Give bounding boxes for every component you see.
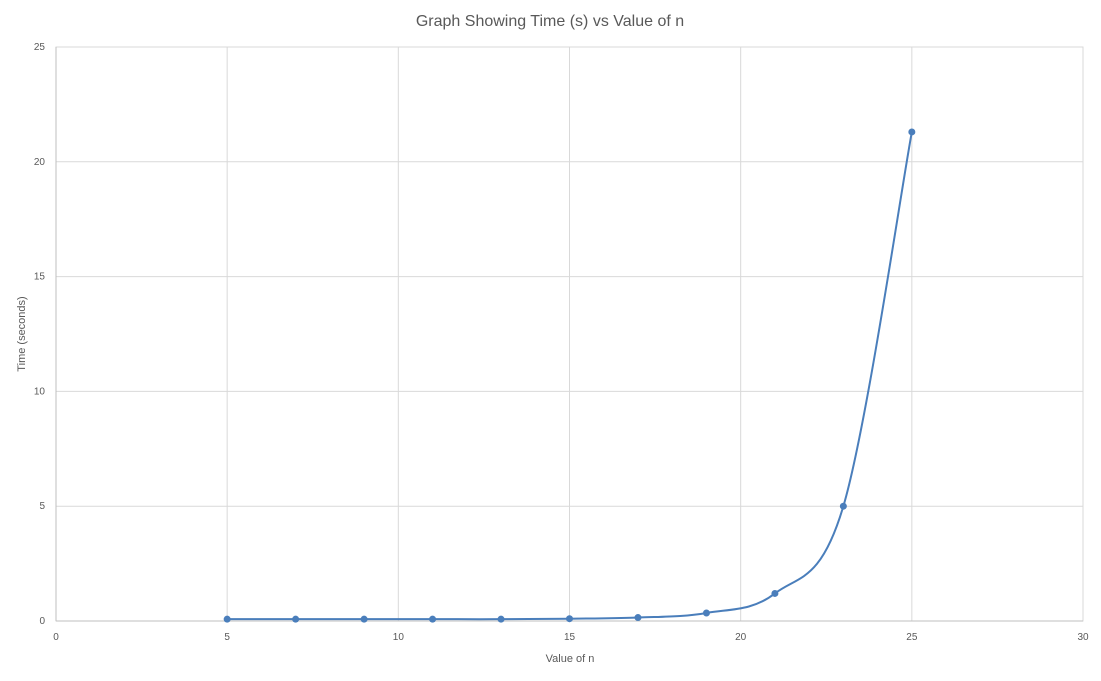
x-tick-labels: 0 5 10 15 20 25 30 — [53, 632, 1089, 643]
data-point — [702, 609, 710, 617]
data-point — [839, 502, 847, 510]
y-tick-labels: 0 5 10 15 20 25 — [34, 42, 46, 627]
x-axis-label: Value of n — [546, 653, 595, 665]
data-point — [566, 615, 573, 623]
x-tick-label: 30 — [1077, 632, 1089, 643]
y-axis-label: Time (seconds) — [16, 296, 28, 371]
y-tick-label: 5 — [39, 501, 45, 512]
data-point — [908, 128, 916, 136]
x-tick-label: 25 — [906, 632, 918, 643]
x-tick-label: 10 — [393, 632, 405, 643]
x-tick-label: 0 — [53, 632, 59, 643]
data-point — [497, 615, 505, 623]
y-tick-label: 15 — [34, 272, 46, 283]
y-tick-label: 25 — [34, 42, 46, 53]
data-points — [223, 128, 916, 623]
y-tick-label: 20 — [34, 157, 46, 168]
data-point — [292, 615, 300, 623]
data-point — [360, 615, 368, 623]
data-point — [634, 614, 642, 622]
x-tick-label: 15 — [564, 632, 576, 643]
data-point — [223, 615, 231, 623]
x-tick-label: 20 — [735, 632, 747, 643]
y-tick-label: 0 — [39, 616, 45, 627]
data-point — [429, 615, 437, 623]
data-point — [771, 589, 779, 597]
gridlines — [55, 46, 1084, 622]
chart-title: Graph Showing Time (s) vs Value of n — [416, 13, 684, 30]
x-tick-label: 5 — [224, 632, 230, 643]
y-tick-label: 10 — [34, 386, 46, 397]
